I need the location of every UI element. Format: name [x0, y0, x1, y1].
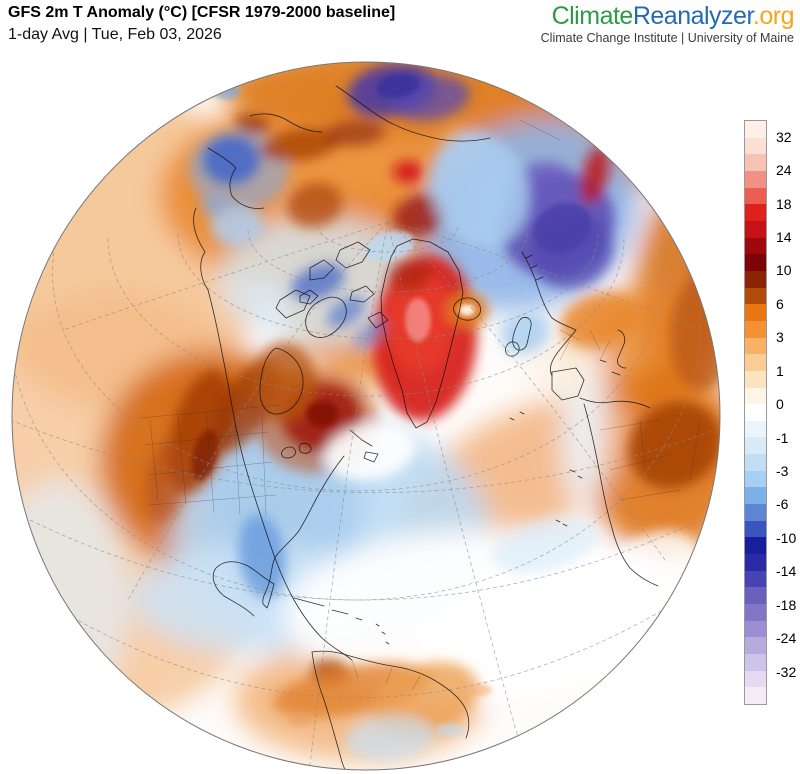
colorbar-segment — [745, 637, 766, 654]
colorbar-segment — [745, 687, 766, 704]
colorbar-segment — [745, 570, 766, 588]
colorbar-labels: 32 24 18 14 10 6 3 1 0 -1 -3 -6 -10 -14 -18 -24 -32 — [776, 120, 800, 705]
colorbar-segment — [745, 554, 766, 571]
colorbar-segment — [745, 137, 766, 155]
colorbar-segment — [745, 470, 766, 488]
colorbar-segment — [745, 154, 766, 171]
colorbar-segment — [745, 487, 766, 505]
colorbar-tick-label: 18 — [776, 195, 792, 212]
colorbar-segment — [745, 587, 766, 605]
colorbar-tick-label: 1 — [776, 362, 784, 379]
colorbar-segment — [745, 320, 766, 338]
colorbar-segment — [745, 170, 766, 188]
colorbar-segment — [745, 354, 766, 371]
colorbar-segment — [745, 254, 766, 271]
logo-wordmark: ClimateReanalyzer.org — [541, 2, 795, 31]
colorbar-tick-label: 3 — [776, 329, 784, 346]
colorbar-segment — [745, 537, 766, 555]
logo-tagline: Climate Change Institute | University of… — [540, 30, 794, 45]
colorbar — [744, 120, 767, 705]
climate-reanalyzer-logo: ClimateReanalyzer.org Climate Change Ins… — [540, 2, 795, 45]
colorbar-tick-label: 14 — [776, 229, 792, 245]
colorbar-tick-label: -1 — [776, 429, 789, 446]
map-title: GFS 2m T Anomaly (°C) [CFSR 1979-2000 ba… — [8, 4, 396, 21]
graticule — [12, 221, 716, 766]
coastlines — [193, 85, 659, 770]
colorbar-segment — [745, 504, 766, 521]
colorbar-tick-label: 32 — [776, 128, 792, 145]
colorbar-tick-label: -32 — [776, 663, 797, 680]
colorbar-segment — [745, 121, 766, 138]
colorbar-tick-label: -3 — [776, 463, 789, 479]
colorbar-segment — [745, 437, 766, 455]
colorbar-segment — [745, 220, 766, 238]
colorbar-tick-label: 24 — [776, 162, 792, 179]
colorbar-tick-label: -6 — [776, 496, 789, 513]
colorbar-segment — [745, 654, 766, 671]
colorbar-segment — [745, 454, 766, 471]
colorbar-segment — [745, 604, 766, 621]
colorbar-tick-label: -18 — [776, 596, 797, 613]
colorbar-tick-label: -24 — [776, 630, 797, 647]
colorbar-segment — [745, 287, 766, 305]
globe-limb — [11, 61, 721, 771]
colorbar-segment — [745, 270, 766, 288]
colorbar-segment — [745, 304, 766, 321]
logo-part-reanalyzer: Reanalyzer — [632, 2, 754, 30]
colorbar-segment — [745, 520, 766, 538]
colorbar-segment — [745, 370, 766, 388]
anomaly-field-detail — [191, 73, 592, 737]
colorbar-segment — [745, 237, 766, 255]
map-subtitle: 1-day Avg | Tue, Feb 03, 2026 — [8, 26, 222, 43]
colorbar-segment — [745, 620, 766, 638]
colorbar-segment — [745, 404, 766, 421]
colorbar-segment — [745, 187, 766, 205]
logo-part-org: .org — [752, 2, 795, 30]
colorbar-tick-label: -10 — [776, 529, 797, 546]
colorbar-segment — [745, 670, 766, 688]
colorbar-tick-label: -14 — [776, 563, 797, 580]
colorbar-segment — [745, 337, 766, 355]
logo-part-climate: Climate — [551, 2, 634, 30]
colorbar-tick-label: 10 — [776, 262, 792, 279]
colorbar-segment — [745, 420, 766, 438]
colorbar-tick-label: 0 — [776, 396, 784, 413]
colorbar-segment — [745, 387, 766, 405]
colorbar-tick-label: 6 — [776, 295, 784, 312]
colorbar-segment — [745, 204, 766, 221]
